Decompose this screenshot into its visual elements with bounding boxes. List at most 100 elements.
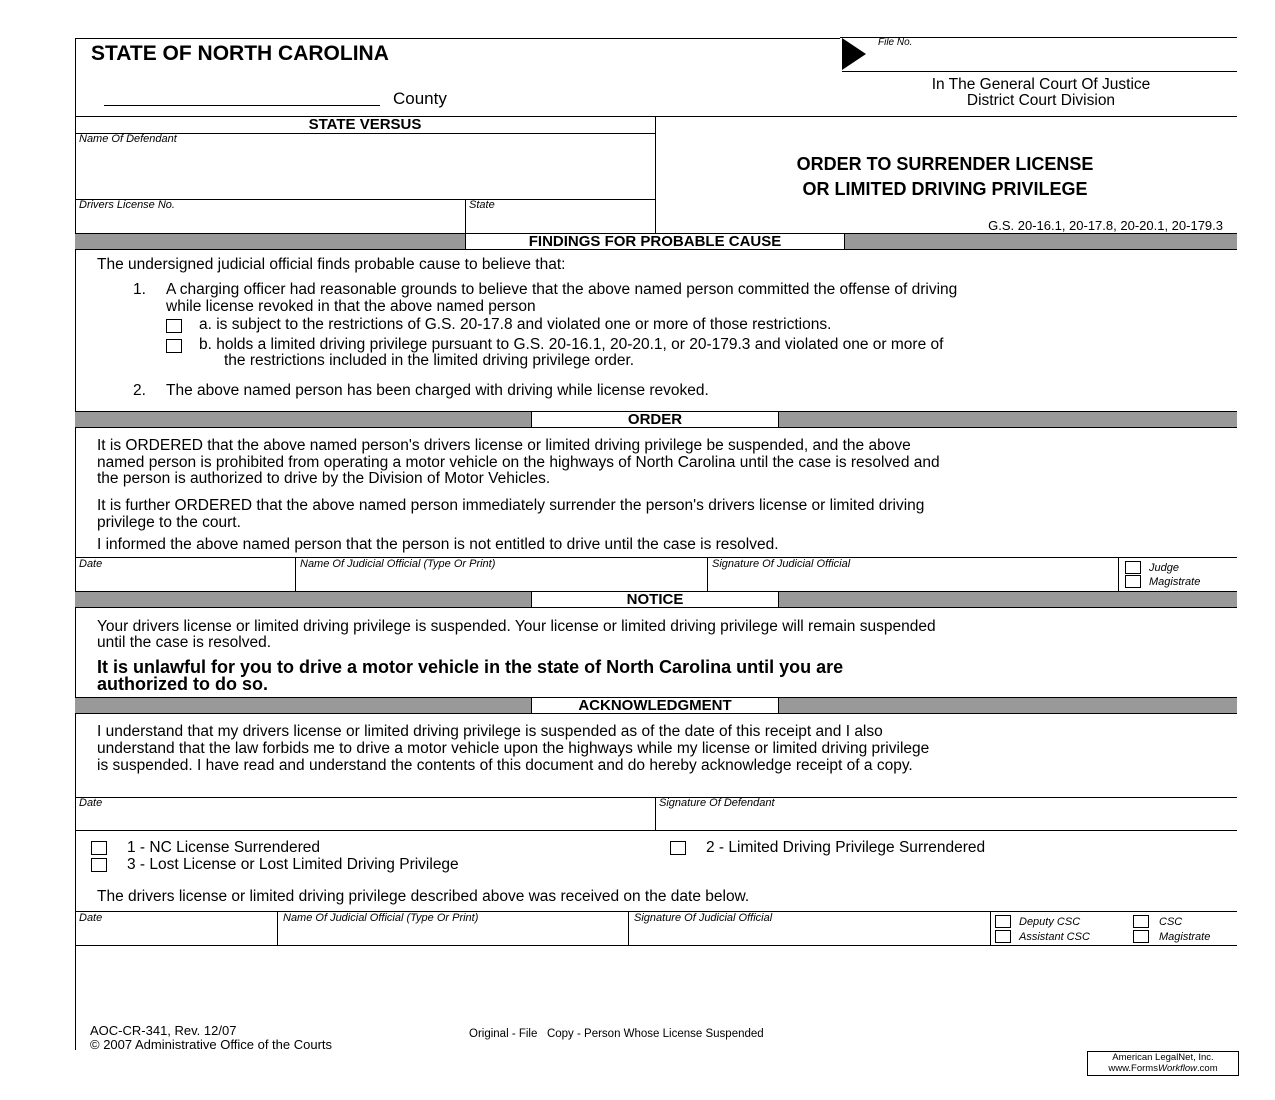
official-signature-field[interactable]: Signature Of Judicial Official [634, 912, 773, 924]
order-text: the person is authorized to drive by the… [97, 470, 551, 487]
arrow-icon [842, 38, 866, 70]
notice-text: until the case is resolved. [97, 634, 272, 651]
ack-text: understand that the law forbids me to dr… [97, 740, 930, 757]
file-no-field[interactable] [842, 71, 1237, 72]
divider [75, 945, 1237, 946]
order-heading: ORDER [531, 412, 779, 428]
defendant-signature-field[interactable]: Signature Of Defendant [659, 797, 775, 809]
ack-text: I understand that my drivers license or … [97, 723, 883, 740]
divider [75, 38, 76, 1050]
finding-b-text: the restrictions included in the limited… [224, 352, 635, 369]
divider [655, 116, 656, 233]
finding-text: The above named person has been charged … [166, 382, 709, 399]
divider [628, 911, 629, 945]
csc-checkbox[interactable] [1133, 915, 1149, 928]
received-text: The drivers license or limited driving p… [97, 888, 750, 905]
ack-text: is suspended. I have read and understand… [97, 757, 913, 774]
license-no-label: Drivers License No. [79, 199, 175, 211]
checkbox-b[interactable] [166, 339, 182, 353]
assistant-csc-label: Assistant CSC [1019, 931, 1090, 943]
notice-heading: NOTICE [531, 592, 779, 608]
defendant-name-label: Name Of Defendant [79, 133, 177, 145]
deputy-csc-label: Deputy CSC [1019, 916, 1081, 928]
deputy-csc-checkbox[interactable] [995, 915, 1011, 928]
divider [465, 199, 466, 233]
divider [75, 116, 1237, 117]
county-field[interactable] [104, 105, 380, 106]
limited-privilege-checkbox[interactable] [670, 841, 686, 855]
official-name-field[interactable]: Name Of Judicial Official (Type Or Print… [283, 912, 479, 924]
divider [655, 797, 656, 830]
ack-date-field[interactable]: Date [79, 797, 103, 809]
divider [75, 911, 1237, 912]
notice-text: Your drivers license or limited driving … [97, 618, 936, 635]
divider [990, 911, 991, 945]
magistrate-checkbox[interactable] [1125, 575, 1141, 588]
order-text: privilege to the court. [97, 514, 241, 531]
item-number: 1. [133, 281, 146, 298]
divider [277, 911, 278, 945]
date-field[interactable]: Date [79, 558, 103, 570]
option-label: 3 - Lost License or Lost Limited Driving… [127, 856, 459, 873]
order-text: I informed the above named person that t… [97, 536, 779, 553]
form-title-line: ORDER TO SURRENDER LICENSE [796, 154, 1094, 174]
state-title: STATE OF NORTH CAROLINA [91, 42, 389, 65]
divider [1118, 557, 1119, 591]
official-signature-field[interactable]: Signature Of Judicial Official [712, 558, 851, 570]
vendor-name: American LegalNet, Inc. [1112, 1052, 1214, 1063]
official-name-field[interactable]: Name Of Judicial Official (Type Or Print… [300, 558, 496, 570]
divider [295, 557, 296, 591]
order-text: It is ORDERED that the above named perso… [97, 437, 911, 454]
divider [75, 797, 1237, 798]
state-versus-heading: STATE VERSUS [308, 116, 422, 133]
vendor-url-part: .com [1197, 1063, 1218, 1074]
divider [707, 557, 708, 591]
judge-label: Judge [1149, 562, 1179, 574]
magistrate-label: Magistrate [1149, 576, 1201, 588]
divider [75, 830, 1237, 831]
ack-band: ACKNOWLEDGMENT [75, 697, 1237, 714]
judge-checkbox[interactable] [1125, 561, 1141, 574]
form-title-line: OR LIMITED DRIVING PRIVILEGE [802, 179, 1088, 199]
vendor-url-part: www.Forms [1108, 1063, 1158, 1074]
order-text: It is further ORDERED that the above nam… [97, 497, 925, 514]
nc-license-checkbox[interactable] [91, 841, 107, 855]
csc-label: CSC [1159, 916, 1183, 928]
option-label: 2 - Limited Driving Privilege Surrendere… [706, 839, 986, 856]
finding-text: A charging officer had reasonable ground… [166, 281, 958, 298]
court-division: District Court Division [966, 92, 1116, 109]
finding-b-text: b. holds a limited driving privilege pur… [199, 336, 944, 353]
finding-text: while license revoked in that the above … [166, 298, 536, 315]
notice-warning: It is unlawful for you to drive a motor … [97, 657, 844, 677]
magistrate-label: Magistrate [1159, 931, 1211, 943]
county-label: County [393, 89, 447, 108]
vendor-url-part: Workflow [1157, 1063, 1198, 1074]
findings-heading: FINDINGS FOR PROBABLE CAUSE [465, 234, 845, 250]
form-number: AOC-CR-341, Rev. 12/07 [90, 1023, 237, 1038]
state-label: State [469, 199, 495, 211]
form-title: ORDER TO SURRENDER LICENSE OR LIMITED DR… [655, 152, 1235, 202]
assistant-csc-checkbox[interactable] [995, 930, 1011, 943]
court-name: In The General Court Of Justice [931, 76, 1151, 93]
divider [75, 557, 1237, 558]
item-number: 2. [133, 382, 146, 399]
lost-license-checkbox[interactable] [91, 858, 107, 872]
notice-band: NOTICE [75, 591, 1237, 608]
vendor-badge: American LegalNet, Inc. www.FormsWorkflo… [1087, 1051, 1239, 1076]
order-text: named person is prohibited from operatin… [97, 454, 940, 471]
findings-intro: The undersigned judicial official finds … [97, 256, 566, 273]
option-label: 1 - NC License Surrendered [127, 839, 320, 856]
statutes: G.S. 20-16.1, 20-17.8, 20-20.1, 20-179.3 [988, 218, 1223, 233]
defendant-name-field[interactable] [76, 147, 654, 197]
received-date-field[interactable]: Date [79, 912, 103, 924]
file-no-label: File No. [878, 37, 913, 48]
divider [75, 38, 840, 39]
ack-heading: ACKNOWLEDGMENT [531, 698, 779, 714]
copyright: © 2007 Administrative Office of the Cour… [90, 1037, 333, 1052]
divider [840, 37, 1237, 38]
divider [75, 199, 655, 200]
checkbox-a[interactable] [166, 319, 182, 333]
magistrate-checkbox[interactable] [1133, 930, 1149, 943]
finding-a-text: a. is subject to the restrictions of G.S… [199, 316, 832, 333]
